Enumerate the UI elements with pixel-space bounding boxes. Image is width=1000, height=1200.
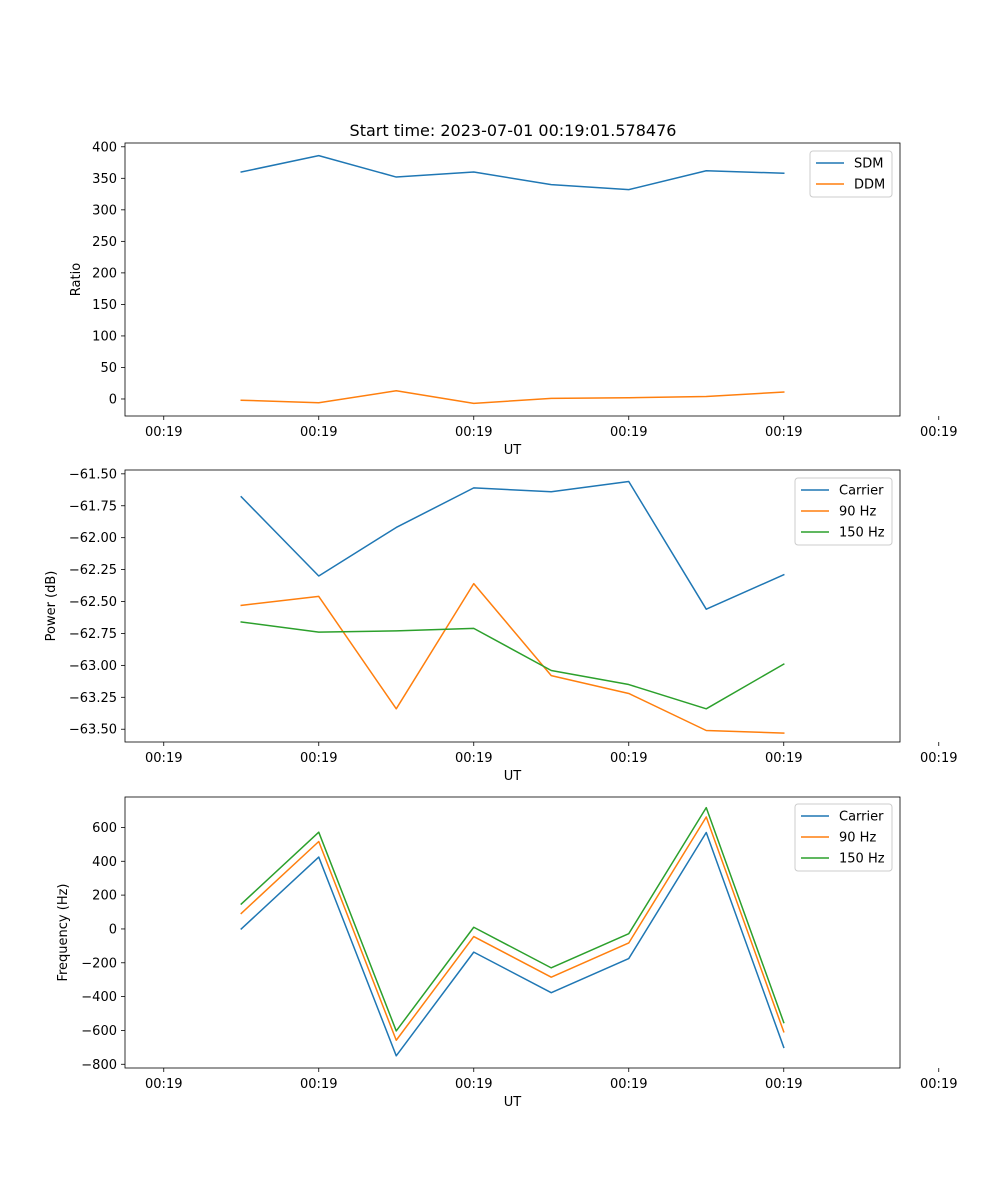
- y-tick-label: −61.75: [69, 499, 117, 514]
- x-tick-label: 00:19: [145, 1077, 182, 1092]
- x-tick-label: 00:19: [765, 425, 802, 440]
- legend: SDM DDM: [809, 150, 893, 198]
- x-tick-label: 00:19: [455, 751, 492, 766]
- legend-label: Carrier: [839, 484, 884, 499]
- axes-frame: [124, 796, 901, 1069]
- y-tick-label: −61.50: [69, 467, 117, 482]
- y-tick-label: 400: [92, 855, 117, 870]
- axes-frame: [124, 142, 901, 417]
- y-tick-label: 200: [92, 266, 117, 281]
- x-tick-label: 00:19: [455, 1077, 492, 1092]
- y-axis-label: Ratio: [69, 263, 84, 296]
- power-series-line-90-hz: [240, 582, 785, 734]
- ratio-series-line-sdm: [240, 154, 785, 191]
- x-tick-label: 00:19: [920, 1077, 957, 1092]
- x-tick-label: 00:19: [145, 425, 182, 440]
- y-tick-label: −63.25: [69, 691, 117, 706]
- y-tick-label: −200: [81, 956, 117, 971]
- x-tick-label: 00:19: [920, 751, 957, 766]
- legend: Carrier 90 Hz 150 Hz: [794, 803, 893, 872]
- x-tick-label: 00:19: [765, 1077, 802, 1092]
- y-tick-label: 0: [109, 922, 117, 937]
- legend-box: [794, 477, 893, 546]
- y-tick-label: 0: [109, 392, 117, 407]
- y-tick-label: −62.75: [69, 627, 117, 642]
- x-tick-label: 00:19: [920, 425, 957, 440]
- y-tick-label: −62.25: [69, 563, 117, 578]
- x-axis-label: UT: [504, 443, 522, 458]
- y-tick-label: −600: [81, 1024, 117, 1039]
- ratio-series-line-ddm: [240, 390, 785, 405]
- x-tick-label: 00:19: [300, 751, 337, 766]
- y-axis-label: Frequency (Hz): [56, 883, 71, 981]
- frequency-series-line-90-hz: [240, 816, 785, 1042]
- x-tick-label: 00:19: [455, 425, 492, 440]
- legend-label: DDM: [854, 178, 885, 193]
- y-tick-label: 350: [92, 172, 117, 187]
- power-series-line-carrier: [240, 480, 785, 610]
- y-tick-label: −800: [81, 1058, 117, 1073]
- legend-box: [794, 803, 893, 872]
- legend-label: SDM: [854, 157, 883, 172]
- y-tick-label: −62.50: [69, 595, 117, 610]
- y-tick-label: −62.00: [69, 531, 117, 546]
- y-tick-label: −400: [81, 990, 117, 1005]
- y-tick-label: 250: [92, 235, 117, 250]
- frequency-panel: 600 400 200 0 −200 −400 −600 −800 00:19 00:19 00:1…: [56, 796, 957, 1110]
- x-axis-label: UT: [504, 1095, 522, 1110]
- x-tick-label: 00:19: [610, 751, 647, 766]
- y-tick-label: 200: [92, 889, 117, 904]
- ratio-panel: 0 50 100 150 200 250 300 350 400 00:19 00:19 00:19 0…: [69, 140, 957, 458]
- y-axis-label: Power (dB): [44, 571, 59, 642]
- frequency-series-line-carrier: [240, 831, 785, 1057]
- legend-label: 90 Hz: [839, 505, 876, 520]
- y-tick-label: 400: [92, 140, 117, 155]
- x-axis-label: UT: [504, 769, 522, 784]
- y-tick-label: −63.00: [69, 659, 117, 674]
- frequency-series-line-150-hz: [240, 806, 785, 1032]
- y-tick-label: 150: [92, 298, 117, 313]
- x-tick-label: 00:19: [300, 425, 337, 440]
- x-tick-label: 00:19: [610, 1077, 647, 1092]
- x-tick-label: 00:19: [145, 751, 182, 766]
- x-tick-label: 00:19: [610, 425, 647, 440]
- axes-frame: [124, 469, 901, 743]
- legend-label: 150 Hz: [839, 852, 885, 867]
- y-tick-label: −63.50: [69, 723, 117, 738]
- power-series-line-150-hz: [240, 621, 785, 710]
- y-tick-label: 50: [100, 361, 117, 376]
- y-tick-label: 100: [92, 329, 117, 344]
- power-panel: −61.50 −61.75 −62.00 −62.25 −62.50 −62.75 −63.…: [44, 467, 957, 784]
- x-tick-label: 00:19: [765, 751, 802, 766]
- y-tick-label: 600: [92, 821, 117, 836]
- legend: Carrier 90 Hz 150 Hz: [794, 477, 893, 546]
- chart-title: Start time: 2023-07-01 00:19:01.578476: [350, 121, 677, 140]
- y-tick-label: 300: [92, 203, 117, 218]
- x-tick-label: 00:19: [300, 1077, 337, 1092]
- legend-label: 150 Hz: [839, 526, 885, 541]
- legend-label: Carrier: [839, 810, 884, 825]
- legend-label: 90 Hz: [839, 831, 876, 846]
